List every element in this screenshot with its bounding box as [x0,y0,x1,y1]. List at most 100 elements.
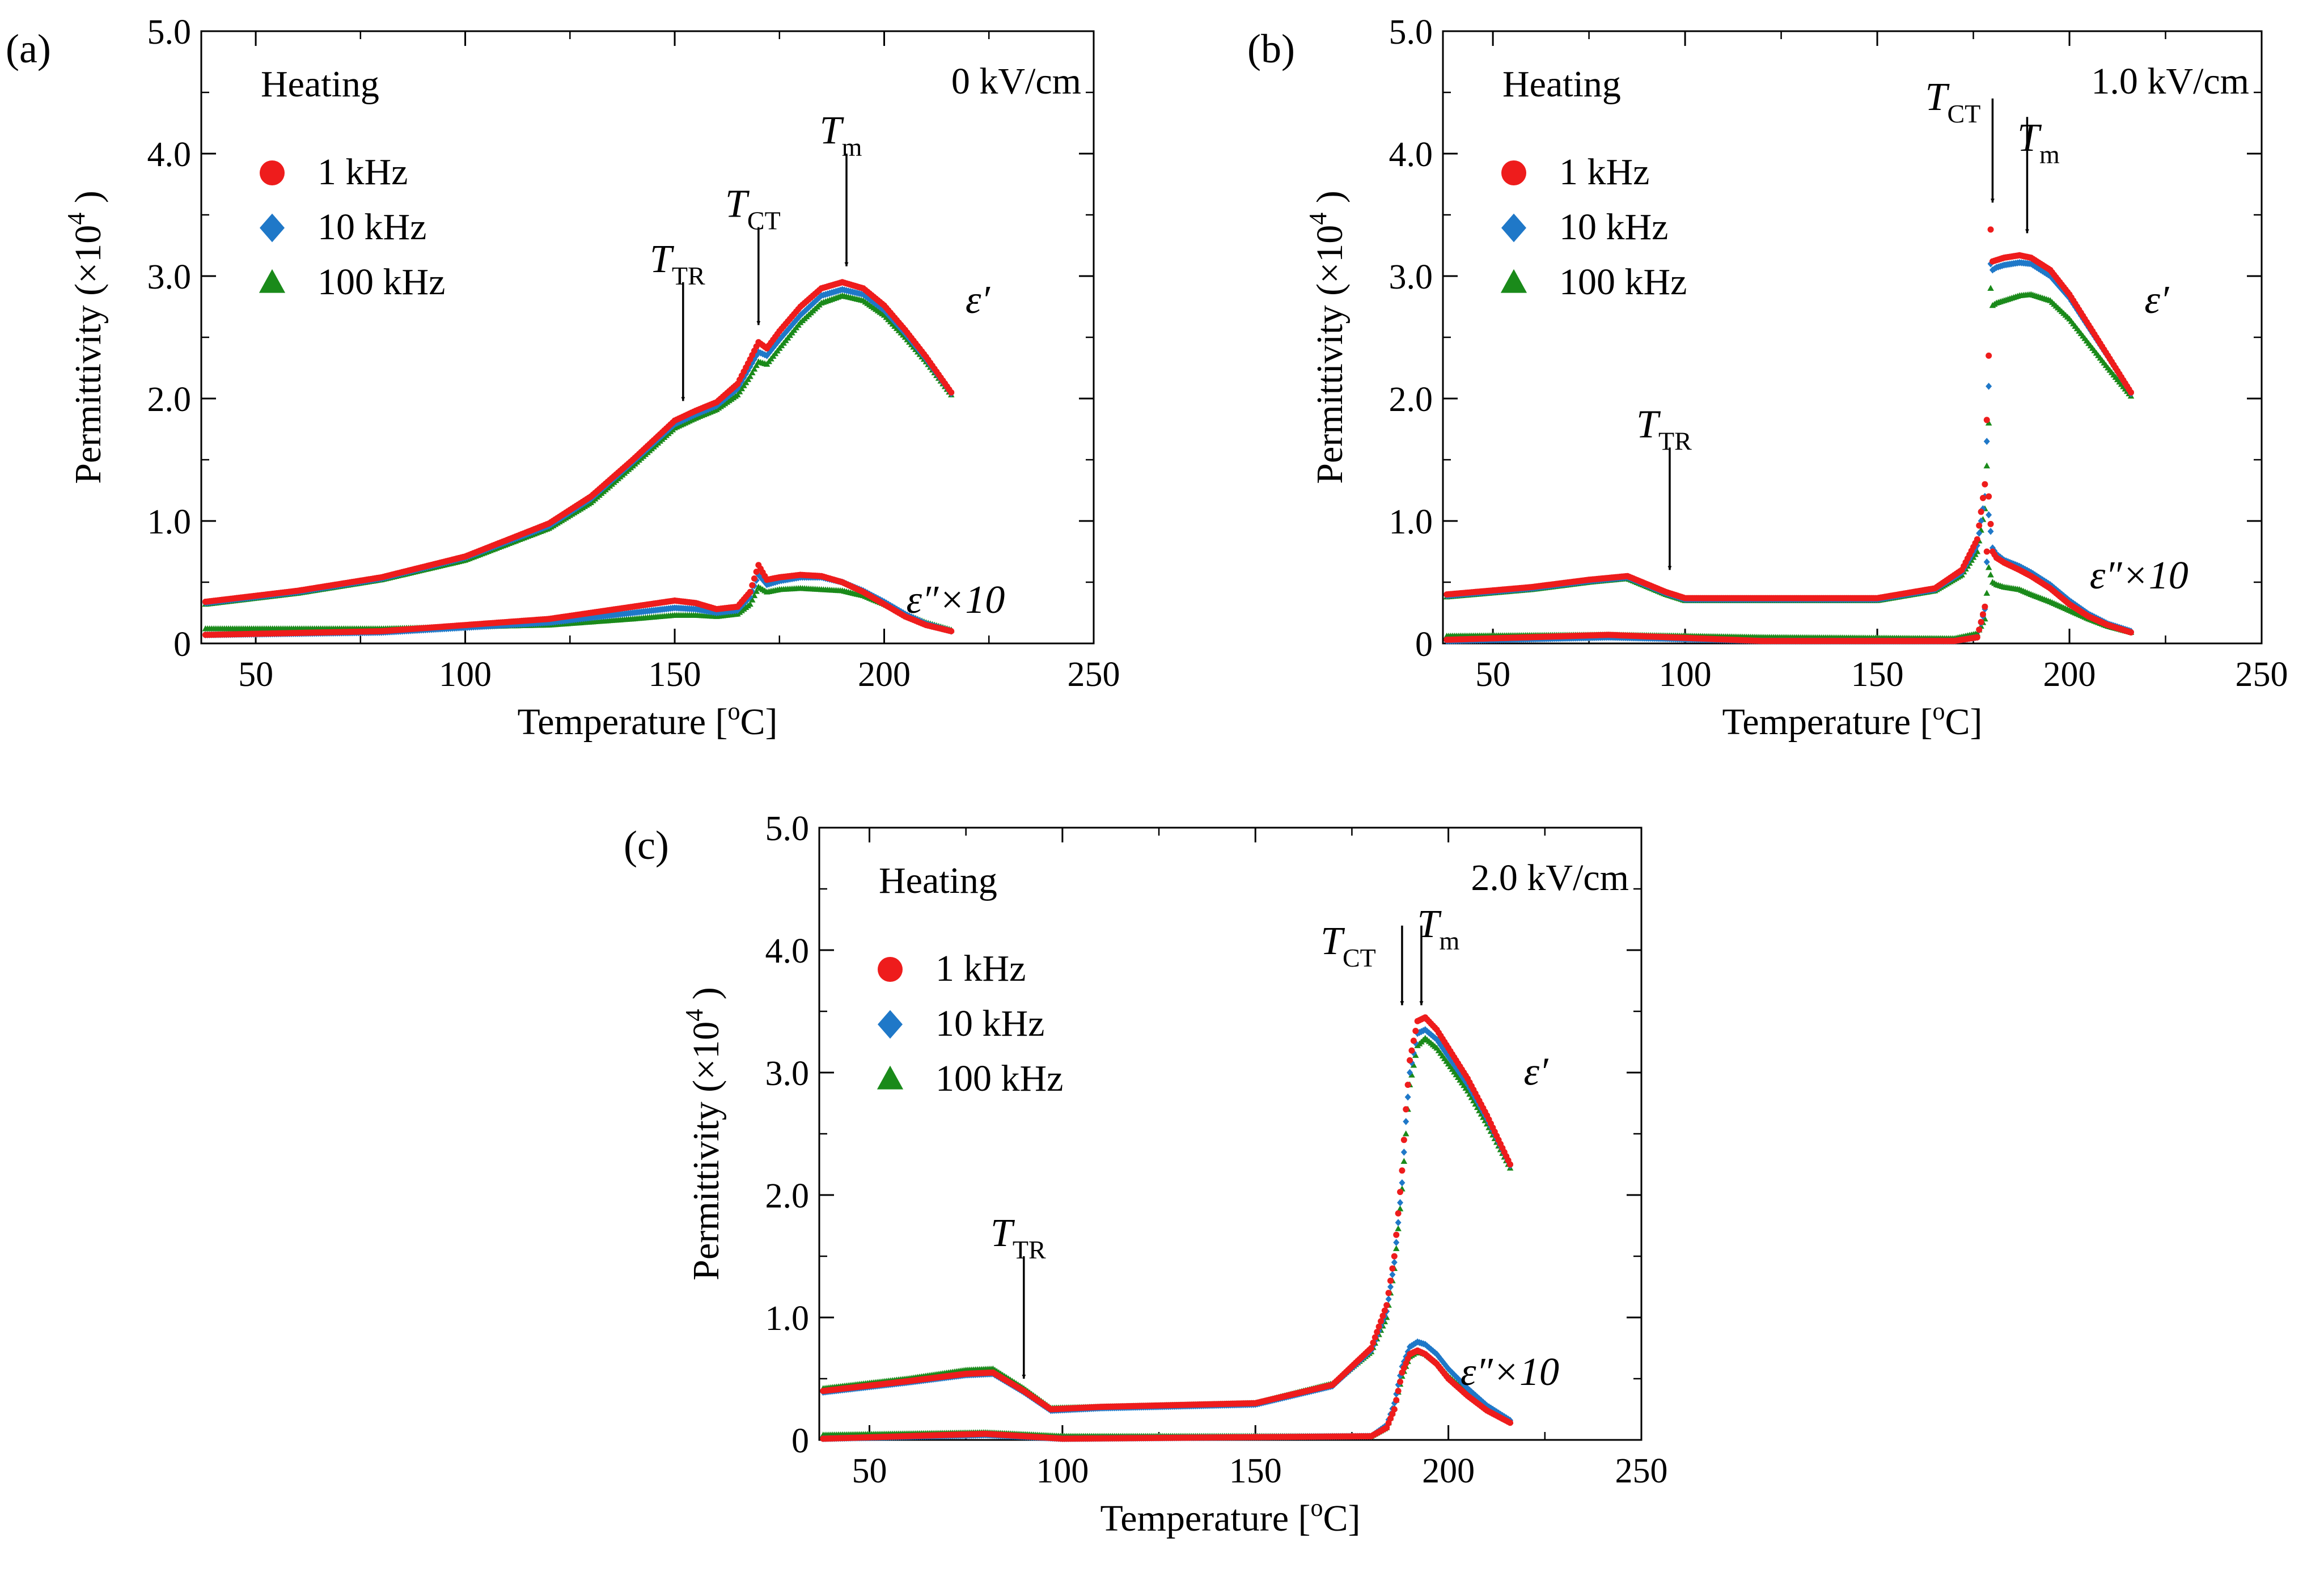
y-tick-label: 2.0 [147,380,192,419]
data-point [1979,495,1986,501]
series-imag-1-kHz [1443,493,2135,645]
plot-frame [1442,30,2263,645]
annotation-ct: TCT [1925,75,1981,128]
y-axis-title-end: ) [685,987,727,1009]
data-point [734,607,741,615]
y-tick-label: 2.0 [765,1177,810,1215]
data-point [1987,571,1994,578]
x-axis-title-unit: C] [1323,1498,1361,1539]
annotation-tr: TTR [1636,402,1692,455]
data-point [795,314,802,321]
data-point [1983,590,1991,596]
y-tick-label: 5.0 [1389,13,1433,52]
field-label: 1.0 kV/cm [2091,61,2249,102]
annotation-m: Tm [820,109,862,162]
y-tick-label: 5.0 [765,810,810,848]
data-point [1986,383,1992,390]
eps-prime-label: ε′ [966,278,991,322]
data-point [1987,520,1994,527]
x-axis-title-sup: o [1311,1494,1323,1522]
legend-marker-3 [877,1065,904,1090]
chart-panel-c: 01.02.03.04.05.050 100 150 200 250Temperatur… [624,810,1668,1539]
legend-marker-2 [1501,213,1526,243]
series-imag-1-kHz [202,562,955,638]
field-label: 2.0 kV/cm [1471,857,1629,899]
x-tick-label: 50 [238,655,273,694]
x-axis-title-main: Temperature [ [518,701,728,743]
y-tick-label: 1.0 [147,503,192,541]
y-tick-label: 3.0 [147,258,192,296]
data-point [1986,352,1992,359]
data-point [753,362,760,368]
y-axis-title-main: Permittivity (×10 [67,225,109,484]
chart-panel-a: 01.02.03.04.05.050 100 150 200 250Temperatur… [6,13,1120,743]
data-point [749,582,756,588]
data-point [742,379,750,385]
data-point [1985,420,1992,426]
y-axis-title-main: Permittivity (×10 [685,1022,727,1281]
data-point [732,387,739,395]
data-point [764,352,771,359]
data-point [799,310,806,317]
annotation-symbol: T [1636,402,1661,446]
data-point [751,575,757,582]
data-point [1986,511,1992,519]
x-tick-label: 250 [1615,1452,1668,1490]
y-axis-title: Permittivity (×104 ) [1304,190,1351,484]
y-tick-label: 0 [173,625,191,664]
data-point [748,596,756,603]
data-point [1982,603,1988,610]
x-tick-label: 100 [1036,1452,1089,1490]
data-point [807,302,814,310]
data-point [747,600,753,607]
x-axis-title-unit: C] [1945,701,1983,743]
annotation-symbol: T [1925,75,1950,119]
x-tick-label: 150 [1229,1452,1282,1490]
y-tick-label: 1.0 [765,1299,810,1338]
plot-frame [818,827,1643,1441]
data-point [744,366,751,374]
data-point [1974,634,1980,641]
annotation-subscript: m [842,133,862,162]
annotation-subscript: CT [747,206,781,235]
legend-marker-3 [259,269,286,293]
legend-label-1: 1 kHz [1559,151,1649,193]
data-point [948,389,955,396]
data-point [1986,493,1992,500]
data-point [1976,529,1983,537]
legend-marker-3 [1500,269,1527,293]
panel-label: (c) [624,823,669,868]
y-axis-title-end: ) [67,190,109,212]
data-point [1402,1130,1409,1137]
data-point [1987,285,1994,291]
data-point [873,300,879,308]
y-axis-title-sup: 4 [680,1009,708,1022]
data-point [2128,389,2135,396]
data-point [789,321,795,329]
series-real-10-kHz [202,286,955,607]
eps-double-label: ε″×10 [906,578,1005,622]
annotation-subscript: TR [1658,426,1692,455]
field-label: 0 kV/cm [951,61,1081,102]
x-tick-label: 200 [1422,1452,1475,1490]
legend-label-3: 100 kHz [1559,261,1687,303]
x-tick-label: 200 [858,655,911,694]
legend-label-2: 10 kHz [1559,206,1668,248]
data-point [734,391,741,397]
series-real-100-kHz [1443,285,2135,603]
legend-marker-1 [260,160,285,185]
plot-frame [200,30,1095,645]
x-axis-title: Temperature [oC] [518,697,778,743]
legend-marker-1 [1501,160,1526,185]
data-point [1979,611,1986,618]
y-tick-label: 5.0 [147,13,192,52]
data-point [1983,548,1990,555]
x-axis-title-unit: C] [740,701,778,743]
y-tick-label: 0 [1415,625,1433,664]
y-axis-title-end: ) [1309,190,1351,212]
x-tick-label: 100 [1659,655,1712,694]
data-point [723,393,730,401]
data-point [1408,1071,1415,1078]
x-tick-label: 150 [649,655,701,694]
data-point [948,628,955,634]
